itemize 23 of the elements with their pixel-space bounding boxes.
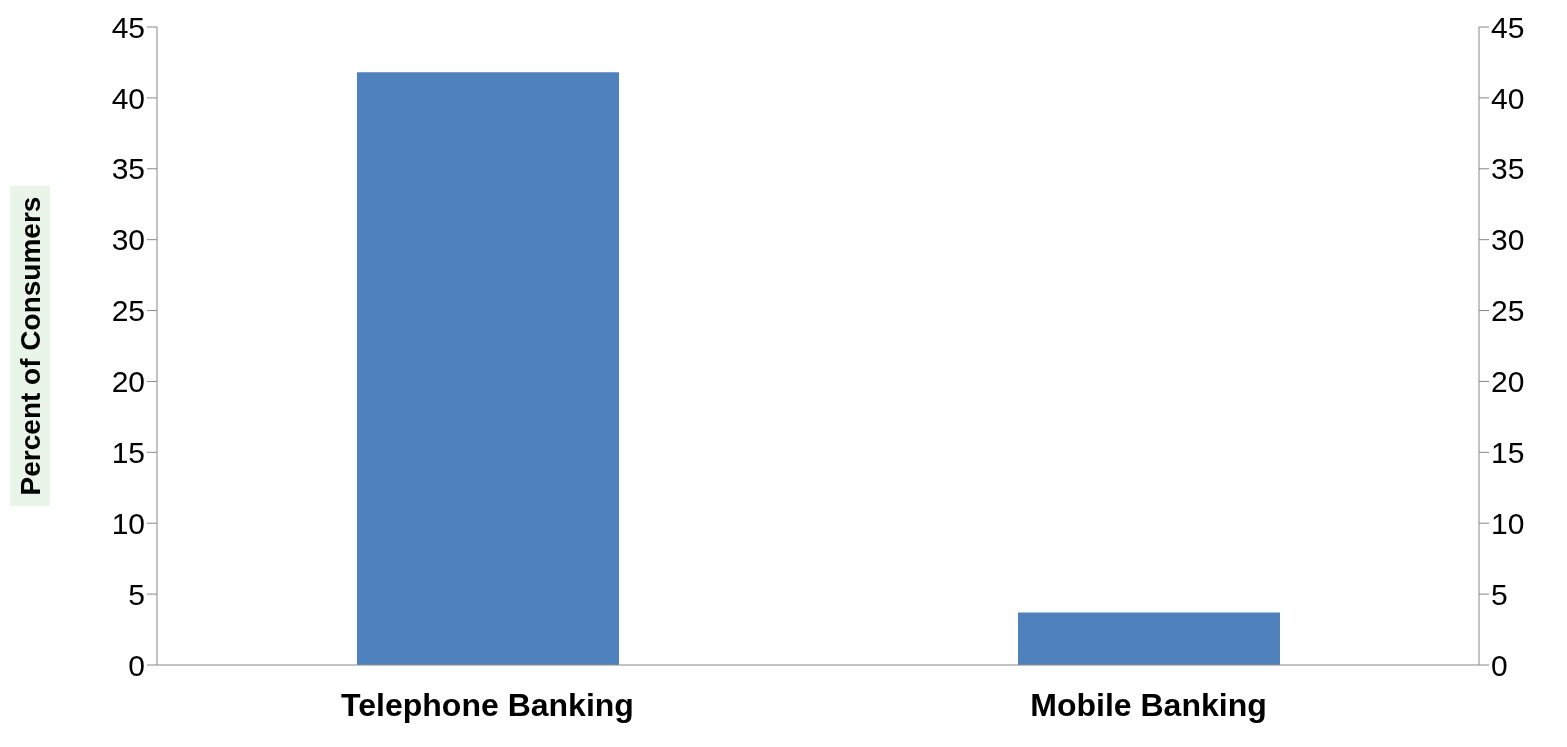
y2-tick-label: 0 <box>1491 648 1508 682</box>
y-tick-label: 5 <box>128 577 145 611</box>
x-tick-label: Telephone Banking <box>341 686 634 723</box>
y2-tick-label: 40 <box>1491 81 1525 115</box>
y2-tick-label: 15 <box>1491 435 1525 469</box>
x-tick-label: Mobile Banking <box>1030 686 1267 723</box>
y2-tick-label: 30 <box>1491 223 1525 257</box>
y2-tick-label: 20 <box>1491 365 1525 399</box>
y-tick-label: 10 <box>111 506 145 540</box>
y-tick-label: 0 <box>128 648 145 682</box>
y-tick-label: 35 <box>111 152 145 186</box>
y-tick-label: 20 <box>111 365 145 399</box>
y2-tick-label: 5 <box>1491 577 1508 611</box>
y-tick-label: 30 <box>111 223 145 257</box>
y-tick-label: 25 <box>111 294 145 328</box>
y2-tick-label: 10 <box>1491 506 1525 540</box>
y-axis-title: Percent of Consumers <box>14 196 46 496</box>
y-tick-label: 40 <box>111 81 145 115</box>
y2-tick-label: 25 <box>1491 294 1525 328</box>
y-tick-label: 15 <box>111 435 145 469</box>
y2-tick-label: 45 <box>1491 10 1525 44</box>
y-tick-label: 45 <box>111 10 145 44</box>
y2-tick-label: 35 <box>1491 152 1525 186</box>
